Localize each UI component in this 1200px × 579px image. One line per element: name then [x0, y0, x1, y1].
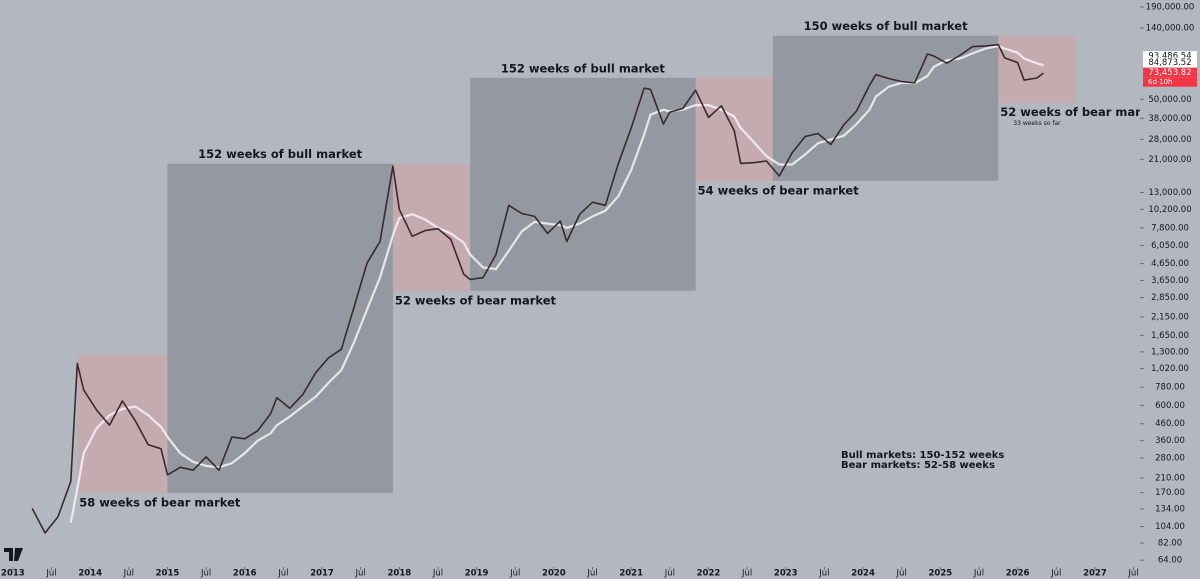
- y-tick-label: 28,000.00: [1148, 135, 1191, 145]
- x-tick-label: 2021: [619, 569, 643, 579]
- y-tick-label: 1,020.00: [1151, 364, 1189, 374]
- price-tag: [1143, 57, 1197, 68]
- region-sublabel: 33 weeks so far: [1013, 120, 1061, 127]
- x-tick-label: Jul: [200, 569, 211, 579]
- price-tag: [1143, 67, 1197, 78]
- x-tick-label: Jul: [45, 569, 56, 579]
- x-tick-label: 2019: [465, 569, 489, 579]
- x-tick-label: 2016: [233, 569, 257, 579]
- market-region: [998, 35, 1076, 103]
- market-region: [772, 35, 999, 181]
- y-tick-label: 6,050.00: [1151, 241, 1189, 251]
- y-tick-label: 13,000.00: [1148, 188, 1191, 198]
- x-tick-label: Jul: [432, 569, 443, 579]
- x-tick-label: 2015: [156, 569, 180, 579]
- y-tick-label: 64.00: [1158, 556, 1182, 566]
- y-tick-label: 360.00: [1155, 436, 1185, 446]
- y-tick-label: 1,650.00: [1151, 331, 1189, 341]
- countdown: 6d 10h: [1148, 78, 1172, 86]
- y-tick-label: 10,200.00: [1148, 205, 1191, 215]
- region-label: 150 weeks of bull market: [804, 19, 968, 33]
- region-label: 52 weeks of bear market: [395, 293, 557, 307]
- y-tick-label: 38,000.00: [1148, 114, 1191, 124]
- y-tick-label: 3,650.00: [1151, 276, 1189, 286]
- price-tag-label: 73,453.82: [1148, 68, 1191, 78]
- x-tick-label: Jul: [1050, 569, 1061, 579]
- y-tick-label: 7,800.00: [1151, 223, 1189, 233]
- x-tick-label: 2014: [78, 569, 102, 579]
- series-line: [69, 44, 1044, 523]
- x-tick-label: Jul: [123, 569, 134, 579]
- x-tick-label: Jul: [1127, 569, 1138, 579]
- y-tick-label: 780.00: [1155, 383, 1185, 393]
- countdown-bg: [1143, 77, 1197, 87]
- x-tick-label: 2026: [1006, 569, 1030, 579]
- x-tick-label: 2017: [310, 569, 334, 579]
- y-tick-label: 2,150.00: [1151, 313, 1189, 323]
- y-tick-label: 82.00: [1158, 539, 1182, 549]
- note: Bull markets: 150-152 weeks: [841, 450, 1004, 461]
- y-tick-label: 50,000.00: [1148, 95, 1191, 105]
- y-tick-label: 1,300.00: [1151, 347, 1189, 357]
- y-tick-label: 190,000.00: [1146, 2, 1195, 12]
- x-tick-label: Jul: [818, 569, 829, 579]
- region-label: 52 weeks of bear market: [1000, 105, 1162, 119]
- note: Bear markets: 52-58 weeks: [841, 460, 995, 471]
- x-tick-label: Jul: [973, 569, 984, 579]
- regions: [77, 35, 1076, 494]
- x-tick-label: 2024: [851, 569, 875, 579]
- y-tick-label: 170.00: [1155, 488, 1185, 498]
- market-region: [77, 354, 168, 494]
- x-tick-label: 2013: [1, 569, 25, 579]
- x-tick-label: Jul: [741, 569, 752, 579]
- x-tick-label: Jul: [277, 569, 288, 579]
- y-tick-label: 134.00: [1155, 505, 1185, 515]
- y-tick-label: 280.00: [1155, 454, 1185, 464]
- y-tick-label: 210.00: [1155, 473, 1185, 483]
- price-tag-label: 84,873.52: [1148, 58, 1191, 68]
- y-axis-panel: [1140, 0, 1200, 579]
- x-tick-label: Jul: [509, 569, 520, 579]
- x-tick-label: Jul: [664, 569, 675, 579]
- region-label: 54 weeks of bear market: [698, 183, 860, 197]
- market-region: [392, 163, 471, 291]
- y-tick-label: 460.00: [1155, 419, 1185, 429]
- x-tick-label: Jul: [586, 569, 597, 579]
- x-tick-label: Jul: [896, 569, 907, 579]
- y-tick-label: 104.00: [1155, 522, 1185, 532]
- y-tick-label: 2,850.00: [1151, 293, 1189, 303]
- x-tick-label: 2022: [697, 569, 721, 579]
- y-tick-label: 21,000.00: [1148, 155, 1191, 165]
- tv-logo: [4, 548, 23, 561]
- x-tick-label: 2023: [774, 569, 798, 579]
- region-label: 152 weeks of bull market: [198, 147, 362, 161]
- x-tick-label: Jul: [355, 569, 366, 579]
- market-region: [470, 77, 696, 291]
- x-tick-label: 2025: [929, 569, 953, 579]
- y-tick-label: 600.00: [1155, 401, 1185, 411]
- x-tick-label: 2020: [542, 569, 566, 579]
- y-tick-label: 4,650.00: [1151, 259, 1189, 269]
- market-region: [167, 163, 393, 494]
- region-label: 152 weeks of bull market: [501, 61, 665, 75]
- x-tick-label: 2027: [1083, 569, 1107, 579]
- price-tag-label: 93,486.54: [1148, 51, 1191, 61]
- series-line: [31, 43, 1044, 534]
- region-label: 58 weeks of bear market: [79, 496, 241, 510]
- x-tick-label: 2018: [387, 569, 411, 579]
- y-tick-label: 140,000.00: [1146, 24, 1195, 34]
